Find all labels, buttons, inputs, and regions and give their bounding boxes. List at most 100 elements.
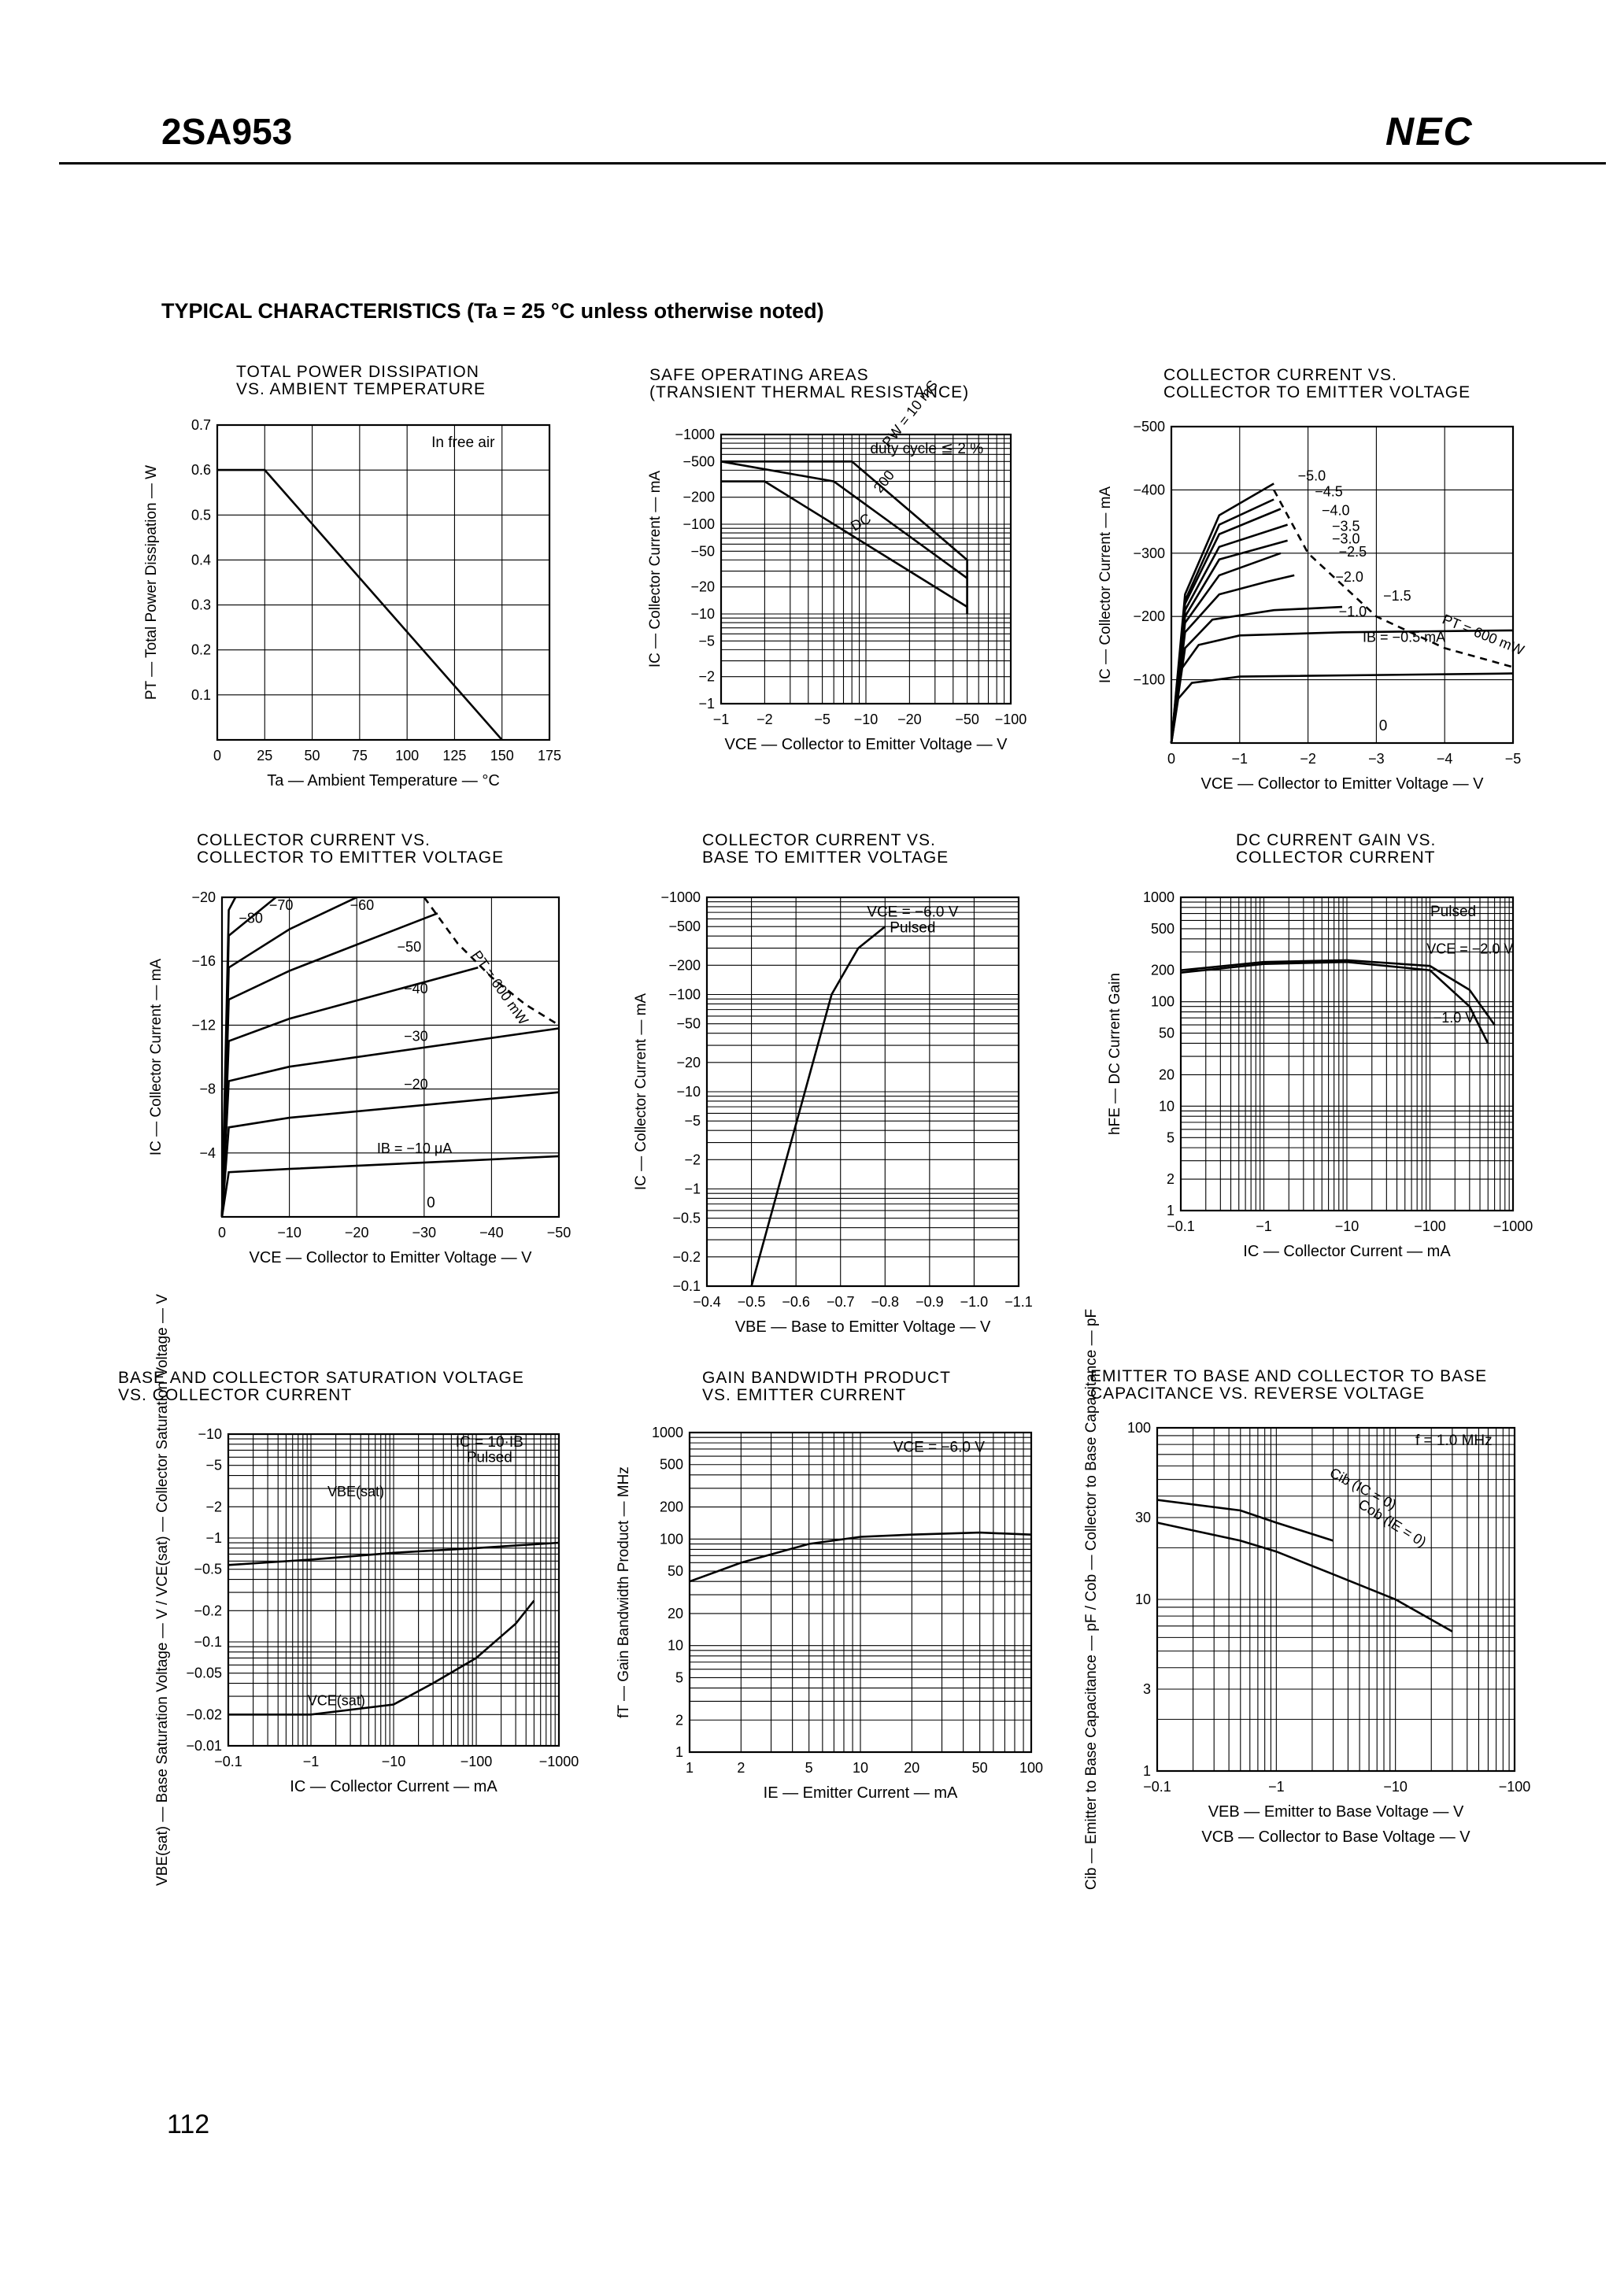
y-tick-label: −1 <box>684 1181 701 1197</box>
chart-c8: 1 2 5 10 20 50 100 1 2 5 10 20 50 100 200 500 1000 IE — E… <box>616 1425 1043 1802</box>
x-tick-label: −20 <box>897 712 922 727</box>
chart-annotation: Pulsed <box>1430 904 1476 920</box>
y-tick-label: −2 <box>684 1152 701 1167</box>
y-tick-label: −20 <box>676 1055 701 1070</box>
title-line-2: (TRANSIENT THERMAL RESISTANCE) <box>649 383 970 402</box>
chart-annotation: Pulsed <box>890 919 935 936</box>
plot-frame <box>220 896 560 1218</box>
y-tick-label: −100 <box>668 987 701 1003</box>
y-axis-label: IC — Collector Current — mA <box>647 471 664 668</box>
y-tick-label: −300 <box>1133 545 1165 561</box>
y-tick-label: −16 <box>191 953 216 969</box>
series-line <box>689 1531 1032 1583</box>
y-tick-label: 100 <box>1127 1420 1151 1436</box>
x-axis-label: VEB — Emitter to Base Voltage — V <box>1208 1803 1464 1821</box>
x-tick-label: 5 <box>805 1760 813 1776</box>
y-tick-label: −1000 <box>675 427 715 442</box>
chart-c7: −0.1 −1 −10 −100 −1000 −0.01 −0.02 −0.05 −0.1 −0.… <box>154 1294 579 1886</box>
x-tick-label: 10 <box>853 1760 868 1776</box>
series-label: −70 <box>269 897 294 913</box>
x-tick-label: 100 <box>1019 1760 1043 1776</box>
x-tick-label: 75 <box>352 748 368 763</box>
chart-annotation: 0 <box>427 1195 435 1211</box>
series-line <box>721 480 968 614</box>
y-axis-label: IC — Collector Current — mA <box>633 993 649 1191</box>
series-label: VCE = −2.0 V <box>1426 941 1513 957</box>
chart-c1: 0 25 50 75 100 125 150 175 0.1 0.2 0.3 0.4 0.5 0.6 0.7… <box>143 417 561 789</box>
y-tick-label: 20 <box>1159 1067 1175 1082</box>
y-tick-label: 50 <box>668 1563 683 1579</box>
chart-title-ic-vs-vbe: COLLECTOR CURRENT vs. BASE TO EMITTER VO… <box>702 831 949 867</box>
y-tick-label: −0.1 <box>194 1634 222 1650</box>
title-line-1: EMITTER TO BASE AND COLLECTOR TO BASE <box>1090 1367 1488 1385</box>
series-line <box>750 926 886 1287</box>
y-tick-label: 100 <box>1151 994 1175 1010</box>
x-tick-label: −10 <box>277 1225 301 1240</box>
y-tick-label: 500 <box>1151 921 1175 937</box>
title-line-1: SAFE OPERATING AREAS <box>649 366 869 384</box>
chart-annotation: In free air <box>431 434 495 451</box>
x-tick-label: −10 <box>1383 1779 1408 1795</box>
x-tick-label: −10 <box>1335 1218 1359 1234</box>
series-label: −60 <box>350 897 375 913</box>
x-tick-label: 25 <box>257 748 272 763</box>
header-rule <box>59 162 1606 165</box>
x-tick-label: 150 <box>490 748 514 763</box>
y-tick-label: −100 <box>1133 672 1165 688</box>
series-label: −1.5 <box>1383 588 1411 604</box>
series-line <box>220 896 277 1218</box>
y-tick-label: −2 <box>698 669 715 685</box>
y-tick-label: −0.5 <box>194 1562 222 1577</box>
y-tick-label: 1 <box>1167 1203 1175 1218</box>
x-tick-label: −1 <box>303 1754 320 1769</box>
y-tick-label: −8 <box>199 1081 216 1097</box>
y-tick-label: 5 <box>675 1669 683 1685</box>
y-tick-label: 0.2 <box>191 642 211 658</box>
title-line-2: vs. AMBIENT TEMPERATURE <box>236 380 486 399</box>
series-label: VBE(sat) <box>327 1484 384 1499</box>
y-tick-label: 2 <box>1167 1171 1175 1187</box>
series-label: −3.5 <box>1332 519 1360 534</box>
x-axis-label: VCE — Collector to Emitter Voltage — V <box>724 736 1008 753</box>
plot-frame <box>227 1433 560 1747</box>
x-tick-label: −100 <box>995 712 1027 727</box>
chart-c4: 0 −10 −20 −30 −40 −50 −4 −8 −12 −16 −20 VCE — Colle… <box>148 889 571 1266</box>
series-line <box>721 460 968 614</box>
series-line <box>220 1027 560 1218</box>
title-line-2: vs. COLLECTOR CURRENT <box>118 1386 353 1405</box>
title-line-1: COLLECTOR CURRENT vs. <box>1163 366 1397 384</box>
y-tick-label: 0.3 <box>191 597 211 613</box>
y-tick-label: −200 <box>1133 608 1165 624</box>
x-tick-label: −1 <box>1256 1218 1272 1234</box>
y-tick-label: −1 <box>698 696 715 712</box>
x-axis-label: VBE — Base to Emitter Voltage — V <box>735 1318 991 1336</box>
y-tick-label: −50 <box>676 1016 701 1032</box>
x-tick-label: −2 <box>1300 751 1316 767</box>
title-line-2: COLLECTOR CURRENT <box>1236 849 1436 867</box>
x-tick-label: −50 <box>955 712 979 727</box>
y-tick-label: −0.2 <box>194 1603 222 1618</box>
x-tick-label: −10 <box>382 1754 406 1769</box>
x-tick-label: −100 <box>1499 1779 1531 1795</box>
x-tick-label: −4 <box>1437 751 1453 767</box>
y-tick-label: 10 <box>1135 1592 1151 1607</box>
y-tick-label: 200 <box>660 1499 683 1515</box>
chart-c6: −0.1 −1 −10 −100 −1000 1 2 5 10 20 50 100 200 500 1000… <box>1107 889 1533 1260</box>
y-tick-label: −10 <box>676 1084 701 1100</box>
chart-title-gain-bandwidth: GAIN BANDWIDTH PRODUCT vs. EMITTER CURRE… <box>702 1369 951 1404</box>
series-label: −80 <box>239 910 263 926</box>
series-line <box>1170 672 1514 744</box>
title-line-1: GAIN BANDWIDTH PRODUCT <box>702 1369 951 1387</box>
x-tick-label: 50 <box>305 748 320 763</box>
x-tick-label: −100 <box>461 1754 493 1769</box>
series-line <box>228 1599 535 1716</box>
title-line-2: COLLECTOR TO EMITTER VOLTAGE <box>197 849 505 867</box>
series-line <box>1170 482 1274 744</box>
y-tick-label: 30 <box>1135 1510 1151 1525</box>
y-tick-label: 0.7 <box>191 417 211 433</box>
plot-frame <box>688 1431 1033 1754</box>
y-tick-label: −2 <box>205 1499 222 1514</box>
series-label: IB = −10 μA <box>377 1141 452 1156</box>
series-line <box>1180 960 1489 1044</box>
